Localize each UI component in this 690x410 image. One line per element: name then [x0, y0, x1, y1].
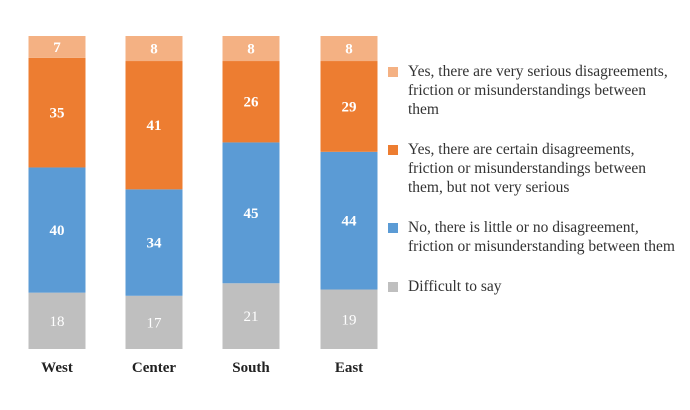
legend-label-difficult: Difficult to say: [408, 278, 502, 295]
data-label-south-s2: 26: [244, 95, 260, 111]
legend-item-difficult: Difficult to say: [388, 277, 678, 296]
category-label-east: East: [335, 360, 363, 376]
legend-item-little-or-no: No, there is little or no disagreement, …: [388, 218, 678, 256]
bar-segment-west-s2: [28, 57, 86, 168]
data-label-south-s0: 21: [244, 309, 259, 325]
chart-legend: Yes, there are very serious disagreement…: [388, 62, 678, 317]
bar-segment-east-s3: [320, 36, 378, 62]
data-label-south-s1: 45: [244, 206, 259, 222]
bar-segment-south-s1: [222, 142, 280, 284]
legend-swatch-certain: [388, 145, 398, 155]
legend-label-certain: Yes, there are certain disagreements, fr…: [408, 141, 647, 196]
data-label-west-s2: 35: [50, 106, 65, 122]
legend-item-very-serious: Yes, there are very serious disagreement…: [388, 62, 678, 119]
bar-segment-center-s2: [125, 61, 183, 190]
legend-label-very-serious: Yes, there are very serious disagreement…: [408, 63, 668, 118]
data-label-center-s2: 41: [147, 118, 162, 134]
bar-segment-east-s2: [320, 61, 378, 152]
bar-segment-center-s1: [125, 189, 183, 296]
data-label-west-s3: 7: [53, 40, 61, 56]
bar-segment-south-s3: [222, 36, 280, 62]
data-label-east-s0: 19: [342, 312, 357, 328]
bar-segment-west-s1: [28, 167, 86, 293]
data-label-center-s1: 34: [147, 236, 163, 252]
bar-segment-center-s0: [125, 295, 183, 349]
data-label-west-s0: 18: [50, 314, 65, 330]
data-label-center-s0: 17: [147, 315, 163, 331]
data-label-east-s1: 44: [342, 214, 358, 230]
bar-segment-west-s3: [28, 36, 86, 58]
legend-item-certain: Yes, there are certain disagreements, fr…: [388, 140, 678, 197]
legend-label-little-or-no: No, there is little or no disagreement, …: [408, 219, 675, 255]
data-label-east-s3: 8: [345, 42, 353, 58]
data-label-center-s3: 8: [150, 42, 158, 58]
bar-segment-east-s0: [320, 289, 378, 349]
bar-segment-south-s0: [222, 283, 280, 349]
bar-segment-west-s0: [28, 292, 86, 349]
legend-swatch-very-serious: [388, 67, 398, 77]
data-label-east-s2: 29: [342, 99, 357, 115]
category-label-west: West: [41, 360, 73, 376]
bar-segment-south-s2: [222, 61, 280, 143]
legend-swatch-difficult: [388, 282, 398, 292]
category-label-south: South: [232, 360, 270, 376]
category-label-center: Center: [132, 360, 176, 376]
data-label-south-s3: 8: [247, 42, 255, 58]
data-label-west-s1: 40: [50, 223, 65, 239]
legend-swatch-little-or-no: [388, 223, 398, 233]
bar-segment-center-s3: [125, 36, 183, 62]
bar-segment-east-s1: [320, 151, 378, 290]
